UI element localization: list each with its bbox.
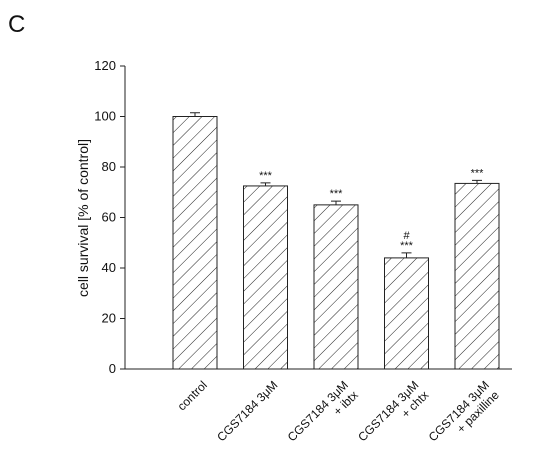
- significance-label: #: [403, 230, 410, 242]
- x-tick-label-group: CGS7184 3μM+ ibtx: [285, 378, 361, 444]
- x-tick-label: control: [175, 378, 210, 413]
- bar: [384, 257, 429, 370]
- bar: [172, 116, 218, 370]
- significance-label: ***: [330, 188, 344, 200]
- y-tick-label: 120: [94, 58, 116, 73]
- error-bar: [331, 200, 341, 205]
- x-tick-label-group: CGS7184 3μM+ chtx: [355, 378, 431, 444]
- y-tick-label: 60: [102, 210, 116, 225]
- error-bar: [260, 182, 271, 186]
- x-tick-label-group: control: [175, 378, 210, 413]
- bar: [454, 182, 500, 370]
- significance-label: ***: [471, 167, 485, 179]
- bar: [313, 204, 359, 370]
- significance-label: ***: [259, 170, 273, 182]
- y-axis-label: cell survival [% of control]: [75, 139, 91, 297]
- error-bar: [401, 252, 412, 258]
- y-tick-label: 100: [94, 109, 116, 124]
- error-bar: [190, 112, 200, 117]
- y-tick-label: 0: [109, 361, 116, 376]
- bar: [243, 185, 288, 370]
- x-tick-label: CGS7184 3μM: [214, 378, 280, 444]
- error-bar: [472, 179, 482, 184]
- x-tick-label-group: CGS7184 3μM: [214, 378, 280, 444]
- y-tick-label: 40: [102, 260, 116, 275]
- y-tick-label: 80: [102, 159, 116, 174]
- x-tick-label-group: CGS7184 3μM+ paxilline: [426, 378, 502, 444]
- panel-label: C: [8, 11, 25, 38]
- y-tick-label: 20: [102, 311, 116, 326]
- significance-label: ***: [400, 240, 414, 252]
